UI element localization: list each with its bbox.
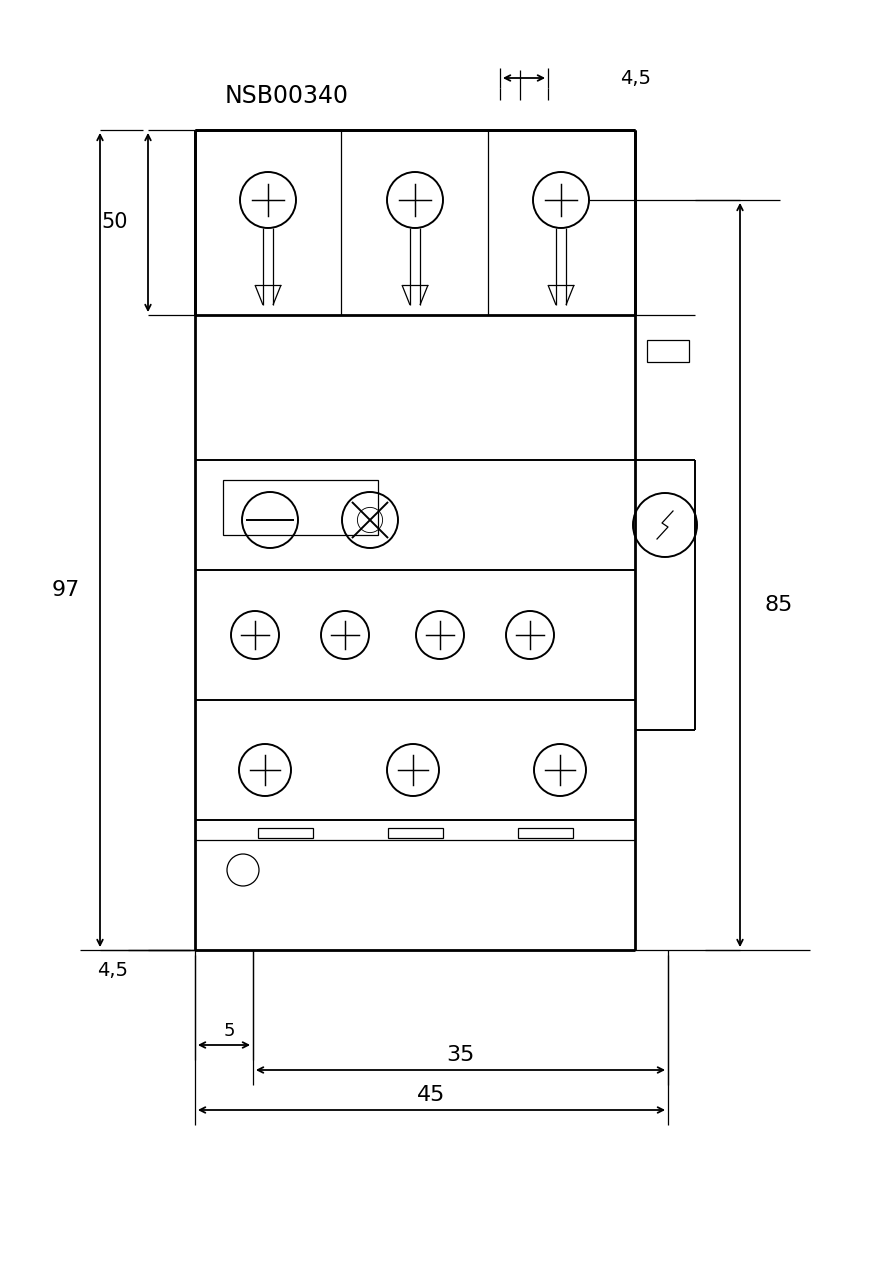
Text: 97: 97 [52, 580, 80, 600]
Text: 4,5: 4,5 [97, 960, 128, 979]
Bar [518, 828, 573, 838]
Text: 85: 85 [765, 595, 793, 614]
Text: 4,5: 4,5 [620, 69, 651, 87]
Text: 45: 45 [417, 1085, 445, 1105]
Bar [647, 340, 689, 362]
Bar [223, 480, 378, 535]
Bar [388, 828, 443, 838]
Text: 35: 35 [445, 1044, 474, 1065]
Bar [258, 828, 313, 838]
Text: 50: 50 [101, 212, 128, 232]
Text: 5: 5 [223, 1021, 235, 1039]
Text: NSB00340: NSB00340 [225, 84, 349, 108]
